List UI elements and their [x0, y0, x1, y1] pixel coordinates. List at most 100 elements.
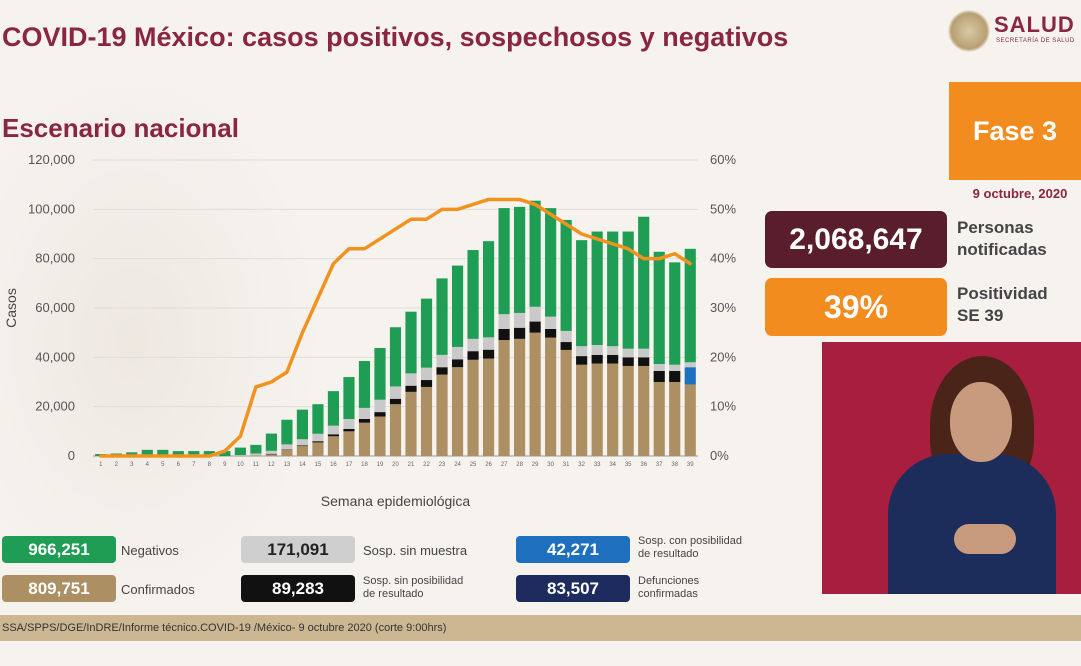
- legend-con-posibilidad-line2: de resultado: [638, 548, 699, 560]
- legend-sin-posibilidad-label: Sosp. sin posibilidad de resultado: [363, 575, 463, 601]
- bar-negativos: [591, 231, 603, 345]
- bar-sosp-sin-posibilidad-de-resultado: [576, 356, 588, 365]
- bar-negativos: [219, 451, 231, 456]
- legend-sin-posibilidad-line2: de resultado: [363, 588, 424, 600]
- x-tick-label: 25: [470, 462, 477, 468]
- legend-defunciones-label: Defunciones confirmadas: [638, 575, 699, 601]
- logo-text: SALUD: [994, 12, 1075, 37]
- x-tick-label: 34: [609, 462, 616, 468]
- y-tick-label: 120,000: [28, 152, 75, 167]
- x-tick-label: 36: [640, 462, 647, 468]
- bar-confirmados: [607, 363, 619, 456]
- positivity-label-line1: Positividad: [957, 284, 1048, 303]
- report-date: 9 octubre, 2020: [972, 186, 1068, 201]
- bar-sosp-sin-posibilidad-de-resultado: [374, 412, 386, 417]
- bar-sosp-sin-posibilidad-de-resultado: [514, 327, 526, 339]
- bar-negativos: [265, 433, 277, 451]
- y2-tick-label: 50%: [710, 201, 736, 216]
- x-tick-label: 19: [377, 462, 384, 468]
- bar-negativos: [157, 449, 169, 456]
- bar-negativos: [653, 251, 665, 364]
- bar-sosp-sin-muestra: [405, 373, 417, 386]
- x-tick-label: 17: [346, 462, 353, 468]
- bar-negativos: [560, 219, 572, 331]
- bar-negativos: [498, 208, 510, 315]
- bar-confirmados: [420, 386, 433, 456]
- x-tick-label: 37: [656, 462, 663, 468]
- salud-logo: SALUD SECRETARÍA DE SALUD: [948, 10, 1080, 54]
- bar-negativos: [576, 240, 588, 347]
- bar-negativos: [312, 404, 324, 434]
- positivity-value: 39%: [765, 278, 947, 336]
- legend-sin-muestra-label: Sosp. sin muestra: [363, 543, 468, 558]
- bar-negativos: [327, 391, 340, 426]
- y2-tick-label: 10%: [710, 399, 736, 414]
- bar-sosp-sin-muestra: [374, 399, 386, 413]
- notified-label: Personas notificadas: [957, 217, 1047, 261]
- x-tick-label: 21: [408, 462, 415, 468]
- bar-sosp-sin-muestra: [296, 439, 309, 446]
- bar-negativos: [607, 231, 619, 347]
- bar-sosp-sin-muestra: [312, 433, 324, 442]
- bar-negativos: [250, 444, 262, 454]
- bar-sosp-sin-muestra: [265, 450, 277, 454]
- background-pattern: [0, 60, 330, 620]
- x-tick-label: 1: [99, 462, 103, 468]
- bar-confirmados: [560, 349, 572, 456]
- x-tick-label: 5: [161, 462, 165, 468]
- bar-confirmados: [358, 422, 371, 456]
- bar-sosp-sin-posibilidad-de-resultado: [545, 328, 557, 338]
- bar-sosp-sin-muestra: [622, 348, 634, 358]
- bar-negativos: [141, 449, 153, 456]
- x-tick-label: 7: [192, 462, 196, 468]
- y2-tick-label: 20%: [710, 349, 736, 364]
- y-tick-label: 80,000: [35, 251, 75, 266]
- x-tick-label: 30: [547, 462, 554, 468]
- x-tick-label: 22: [423, 462, 430, 468]
- logo-subtext: SECRETARÍA DE SALUD: [996, 38, 1075, 44]
- bar-negativos: [622, 231, 634, 349]
- x-tick-label: 27: [501, 462, 508, 468]
- x-tick-label: 13: [284, 462, 291, 468]
- legend-negativos-value: 966,251: [2, 536, 116, 563]
- bar-sosp-sin-posibilidad-de-resultado: [638, 357, 650, 366]
- x-tick-label: 29: [532, 462, 539, 468]
- bar-sosp-con-posibilidad-de-resultado: [684, 367, 696, 385]
- legend-confirmados-label: Confirmados: [121, 582, 195, 597]
- sign-language-interpreter: [822, 342, 1081, 594]
- page-subtitle: Escenario nacional: [2, 113, 239, 143]
- x-tick-label: 38: [671, 462, 678, 468]
- bar-confirmados: [374, 416, 386, 456]
- bar-sosp-sin-posibilidad-de-resultado: [265, 453, 277, 455]
- bar-negativos: [514, 206, 526, 313]
- bar-sosp-sin-posibilidad-de-resultado: [327, 434, 340, 437]
- y2-tick-label: 60%: [710, 152, 736, 167]
- legend-confirmados-value: 809,751: [2, 575, 116, 602]
- bar-confirmados: [281, 449, 293, 456]
- bar-sosp-sin-posibilidad-de-resultado: [498, 328, 510, 341]
- y-tick-label: 60,000: [35, 300, 75, 315]
- bar-negativos: [420, 298, 433, 368]
- positivity-line: [99, 197, 692, 458]
- chart-svg: 0 20,000 40,000 60,000 80,000 100,000 120,000 0…: [3, 152, 736, 509]
- bar-negativos: [405, 311, 417, 374]
- positivity-label-line2: SE 39: [957, 306, 1004, 325]
- y-tick-label: 0: [68, 448, 75, 463]
- x-tick-label: 33: [594, 462, 601, 468]
- bar-confirmados: [669, 382, 681, 456]
- bar-sosp-sin-posibilidad-de-resultado: [560, 342, 572, 350]
- x-tick-label: 32: [578, 462, 585, 468]
- legend-defunciones-line2: confirmadas: [638, 588, 698, 600]
- x-tick-label: 12: [268, 462, 275, 468]
- bar-confirmados: [545, 337, 557, 456]
- interpreter-hands: [954, 524, 1016, 554]
- x-tick-label: 18: [361, 462, 368, 468]
- bar-sosp-sin-posibilidad-de-resultado: [482, 349, 495, 359]
- bar-sosp-sin-posibilidad-de-resultado: [312, 441, 324, 443]
- x-tick-label: 28: [516, 462, 523, 468]
- legend-negativos-label: Negativos: [121, 543, 179, 558]
- bar-sosp-sin-muestra: [234, 455, 246, 456]
- legend-defunciones-line1: Defunciones: [638, 575, 700, 587]
- bar-confirmados: [653, 382, 665, 456]
- legend-con-posibilidad-line1: Sosp. con posibilidad: [638, 535, 742, 547]
